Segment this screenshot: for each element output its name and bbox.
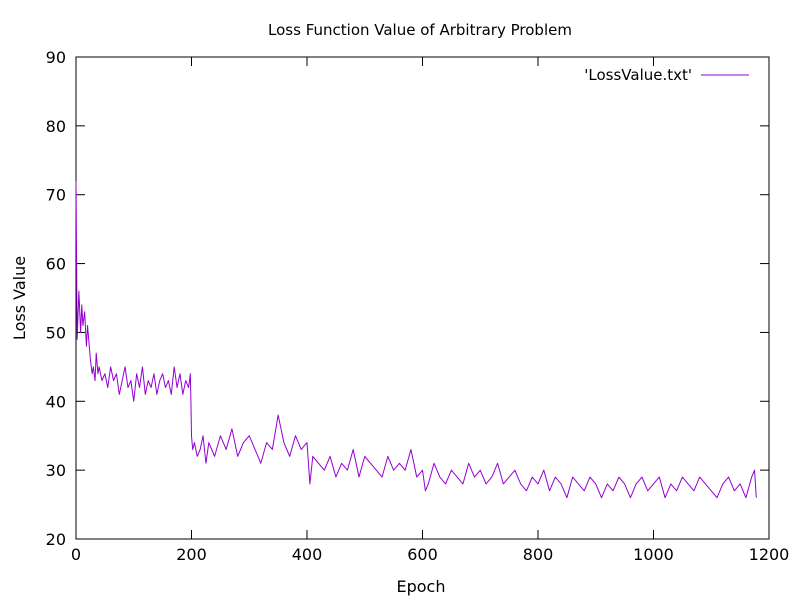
- x-tick-label: 1000: [633, 545, 674, 564]
- y-tick-label: 90: [46, 48, 66, 67]
- chart-title: Loss Function Value of Arbitrary Problem: [268, 21, 572, 39]
- x-tick-label: 600: [407, 545, 438, 564]
- y-tick-label: 70: [46, 186, 66, 205]
- y-axis: 20 30 40 50 60 70 80 90: [46, 48, 769, 549]
- y-axis-title: Loss Value: [10, 256, 29, 340]
- y-tick-label: 20: [46, 530, 66, 549]
- x-tick-label: 400: [292, 545, 323, 564]
- legend-label: 'LossValue.txt': [584, 66, 692, 84]
- legend: 'LossValue.txt': [584, 66, 749, 84]
- series-layer: [75, 180, 757, 499]
- x-axis-title: Epoch: [397, 577, 446, 596]
- y-tick-label: 40: [46, 392, 66, 411]
- x-tick-label: 0: [71, 545, 81, 564]
- x-tick-label: 800: [523, 545, 554, 564]
- x-tick-label: 200: [176, 545, 207, 564]
- x-axis: 0 200 400 600 800 1000 1200: [71, 57, 789, 564]
- y-tick-label: 50: [46, 323, 66, 342]
- plot-border: [75, 56, 770, 540]
- y-tick-label: 30: [46, 461, 66, 480]
- x-tick-label: 1200: [749, 545, 790, 564]
- y-tick-label: 80: [46, 117, 66, 136]
- series-line: [75, 180, 757, 499]
- plot-frame: [75, 56, 770, 540]
- y-tick-label: 60: [46, 255, 66, 274]
